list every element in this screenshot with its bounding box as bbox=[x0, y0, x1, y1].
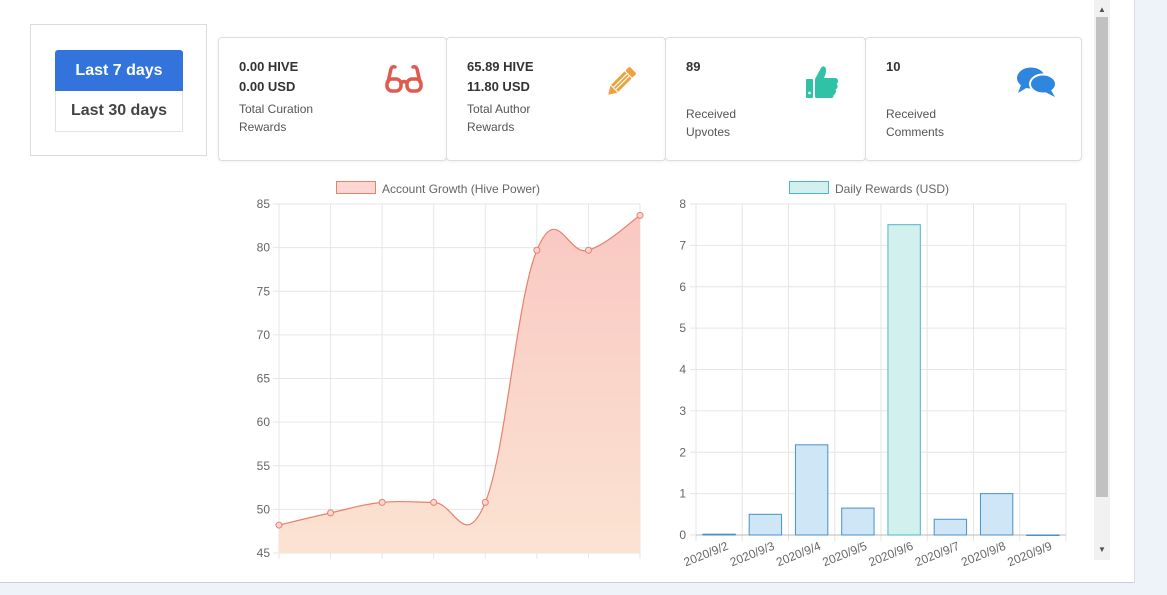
upvotes-label: Received bbox=[686, 107, 737, 121]
rewards-y-tick-label: 2 bbox=[679, 445, 686, 459]
upvotes-label-2: Upvotes bbox=[686, 125, 731, 139]
rewards-y-tick-label: 3 bbox=[679, 404, 686, 418]
rewards-bar[interactable] bbox=[1026, 534, 1060, 536]
growth-y-tick-label: 55 bbox=[257, 459, 271, 473]
rewards-y-tick-label: 8 bbox=[679, 197, 686, 211]
curation-label-2: Rewards bbox=[239, 120, 287, 134]
rewards-y-tick-label: 0 bbox=[679, 528, 686, 542]
rewards-x-tick-label: 2020/9/3 bbox=[728, 539, 777, 570]
account-growth-legend[interactable]: Account Growth (Hive Power) bbox=[336, 181, 540, 196]
growth-y-tick-label: 85 bbox=[257, 197, 271, 211]
rewards-y-tick-label: 4 bbox=[679, 363, 686, 377]
vertical-scrollbar[interactable]: ▲ ▼ bbox=[1094, 0, 1110, 560]
rewards-x-tick-label: 2020/9/8 bbox=[959, 539, 1008, 570]
rewards-bar[interactable] bbox=[748, 513, 783, 536]
rewards-x-tick-label: 2020/9/6 bbox=[867, 539, 916, 570]
author-label-2: Rewards bbox=[467, 120, 515, 134]
rewards-bar[interactable] bbox=[979, 493, 1014, 536]
rewards-y-tick-label: 5 bbox=[679, 321, 686, 335]
rewards-x-tick-label: 2020/9/9 bbox=[1005, 539, 1054, 570]
rewards-bar[interactable] bbox=[794, 444, 829, 536]
received-upvotes-card: 89 Received Upvotes bbox=[665, 37, 866, 161]
rewards-y-tick-label: 7 bbox=[679, 238, 686, 252]
rewards-bar[interactable] bbox=[933, 518, 968, 536]
daily-rewards-legend-label: Daily Rewards (USD) bbox=[835, 182, 950, 196]
growth-data-point[interactable] bbox=[378, 498, 386, 506]
comments-count: 10 bbox=[886, 59, 901, 74]
rewards-bar[interactable] bbox=[887, 224, 921, 536]
daily-rewards-legend[interactable]: Daily Rewards (USD) bbox=[789, 181, 949, 196]
growth-y-tick-label: 60 bbox=[257, 415, 271, 429]
comments-label: Received bbox=[886, 107, 937, 121]
growth-y-tick-label: 75 bbox=[257, 284, 271, 298]
rewards-x-tick-label: 2020/9/7 bbox=[913, 539, 962, 570]
growth-data-point[interactable] bbox=[533, 246, 541, 254]
author-label: Total Author bbox=[467, 102, 531, 116]
growth-data-point[interactable] bbox=[584, 246, 592, 254]
scroll-down-arrow-icon[interactable]: ▼ bbox=[1098, 545, 1106, 554]
growth-y-tick-label: 65 bbox=[257, 372, 271, 386]
author-hive-value: 65.89 HIVE bbox=[467, 59, 534, 74]
growth-y-tick-label: 80 bbox=[257, 241, 271, 255]
growth-data-point[interactable] bbox=[275, 521, 283, 529]
growth-data-point[interactable] bbox=[481, 498, 489, 506]
thumbs-up-icon bbox=[806, 66, 838, 98]
curation-hive-value: 0.00 HIVE bbox=[239, 59, 299, 74]
rewards-y-tick-label: 1 bbox=[679, 487, 686, 501]
growth-area-fill bbox=[279, 215, 640, 553]
growth-y-tick-label: 45 bbox=[257, 546, 271, 560]
growth-data-point[interactable] bbox=[636, 211, 644, 219]
glasses-icon bbox=[385, 65, 423, 93]
daily-rewards-chart: 0123456782020/9/22020/9/32020/9/42020/9/… bbox=[679, 197, 1067, 570]
rewards-x-tick-label: 2020/9/4 bbox=[774, 539, 823, 570]
account-growth-legend-swatch bbox=[336, 181, 376, 194]
growth-data-point[interactable] bbox=[327, 509, 335, 517]
growth-data-point[interactable] bbox=[430, 498, 438, 506]
rewards-bar[interactable] bbox=[841, 507, 875, 536]
comments-label-2: Comments bbox=[886, 125, 945, 139]
scroll-up-arrow-icon[interactable]: ▲ bbox=[1098, 5, 1106, 14]
daily-rewards-legend-swatch bbox=[789, 181, 829, 194]
pencil-icon bbox=[608, 67, 636, 95]
rewards-bar[interactable] bbox=[702, 533, 736, 536]
upvotes-count: 89 bbox=[686, 59, 701, 74]
date-range-selector: Last 7 days Last 30 days bbox=[30, 24, 207, 156]
received-comments-card: 10 Received Comments bbox=[865, 37, 1082, 161]
comments-icon bbox=[1017, 67, 1057, 97]
curation-rewards-card: 0.00 HIVE 0.00 USD Total Curation Reward… bbox=[218, 37, 447, 161]
dashboard-panel: Last 7 days Last 30 days 0.00 HIVE 0.00 … bbox=[0, 0, 1135, 583]
growth-y-tick-label: 50 bbox=[257, 502, 271, 516]
account-growth-chart: 45 50 55 60 65 70 75 80 85 bbox=[257, 197, 644, 560]
last-30-days-button[interactable]: Last 30 days bbox=[55, 91, 183, 132]
rewards-x-tick-label: 2020/9/2 bbox=[682, 539, 731, 570]
rewards-y-tick-label: 6 bbox=[679, 280, 686, 294]
author-usd-value: 11.80 USD bbox=[467, 79, 530, 94]
rewards-x-tick-label: 2020/9/5 bbox=[820, 539, 869, 570]
last-7-days-button[interactable]: Last 7 days bbox=[55, 50, 183, 91]
author-rewards-card: 65.89 HIVE 11.80 USD Total Author Reward… bbox=[446, 37, 666, 161]
account-growth-legend-label: Account Growth (Hive Power) bbox=[382, 182, 541, 196]
curation-usd-value: 0.00 USD bbox=[239, 79, 296, 94]
curation-label: Total Curation bbox=[239, 102, 314, 116]
growth-y-tick-label: 70 bbox=[257, 328, 271, 342]
scroll-thumb[interactable] bbox=[1096, 17, 1108, 497]
